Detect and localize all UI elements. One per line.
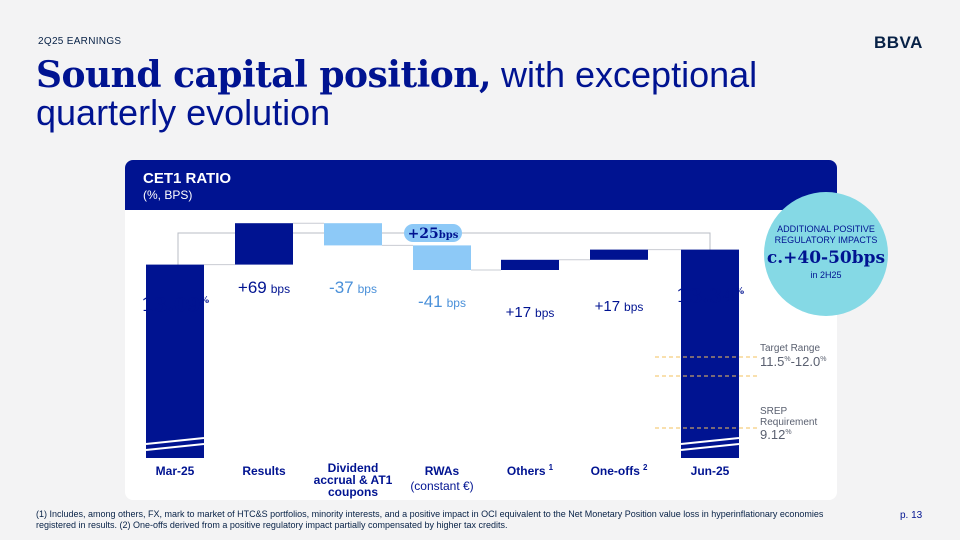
start-value-label: 13.09%: [141, 294, 210, 316]
axis-break-0-6: [145, 443, 205, 451]
category-dividend-1: Dividend: [328, 461, 379, 475]
srep-title-1: SREP: [760, 406, 788, 417]
step-label-dividend: -37 bps: [329, 278, 377, 297]
footnote: (1) Includes, among others, FX, mark to …: [36, 509, 824, 530]
step-label-rwas: -41 bps: [418, 292, 466, 311]
svg-text:+25bps: +25bps: [408, 226, 459, 242]
bubble-line1: ADDITIONAL POSITIVE REGULATORY IMPACTS: [774, 224, 878, 245]
category-results: Results: [242, 464, 286, 478]
bracket: +25bps: [177, 224, 714, 275]
bar-step-1: [235, 223, 293, 265]
axis-break-1-6: [680, 443, 740, 451]
srep-value: 9.12%: [760, 427, 792, 442]
category-rwas: RWAs: [425, 464, 460, 478]
title-rest: with exceptional quarterly evolution: [36, 54, 758, 133]
category-others: Others 1: [507, 463, 554, 478]
bar-step-2: [324, 223, 382, 246]
category-rwas-sub: (constant €): [410, 479, 473, 493]
target-range-value: 11.5%-12.0%: [760, 354, 826, 369]
step-label-oneoffs: +17 bps: [595, 298, 644, 315]
bracket-pill: [404, 224, 462, 242]
category-labels: Mar-25 Results Dividend accrual & AT1 co…: [156, 461, 730, 499]
page-number: p. 13: [900, 510, 923, 521]
bar-step-3: [413, 245, 471, 270]
connectors-group: [204, 222, 681, 271]
end-value-label: 13.34%: [676, 285, 745, 307]
bubble-line3: in 2H25: [810, 270, 842, 280]
title-bold: Sound capital position,: [36, 54, 491, 96]
chart-panel-header: [125, 160, 837, 210]
bar-mar25: [146, 264, 204, 458]
srep-title-2: Requirement: [760, 417, 817, 428]
value-labels: 13.09% 13.34% +69 bps -37 bps -41 bps +17 bp…: [141, 278, 745, 321]
chart-title: CET1 RATIO: [143, 170, 232, 187]
page-title: Sound capital position, with exceptional…: [36, 56, 896, 132]
threshold-labels: Target Range 11.5%-12.0% SREP Requiremen…: [760, 343, 826, 442]
category-jun25: Jun-25: [691, 464, 730, 478]
step-label-others: +17 bps: [506, 304, 555, 321]
reference-lines: [655, 356, 757, 429]
category-dividend-2: accrual & AT1: [314, 473, 393, 487]
target-range-title: Target Range: [760, 343, 820, 354]
bracket-unit: bps: [439, 230, 459, 241]
step-label-results: +69 bps: [238, 278, 290, 297]
regulatory-impacts-bubble: ADDITIONAL POSITIVE REGULATORY IMPACTS c…: [764, 192, 888, 316]
bars-group: [145, 223, 740, 458]
chart-subtitle: (%, BPS): [143, 188, 193, 202]
axis-break-0-0: [145, 437, 205, 445]
category-oneoffs: One-offs 2: [591, 463, 648, 478]
bar-jun25: [681, 249, 739, 458]
axis-break-1-0: [680, 437, 740, 445]
category-mar25: Mar-25: [156, 464, 195, 478]
bar-step-5: [590, 249, 648, 260]
category-dividend-3: coupons: [328, 485, 378, 499]
bar-step-4: [501, 259, 559, 270]
bracket-value: +25: [408, 226, 439, 242]
bbva-logo: BBVA: [874, 33, 923, 52]
bubble-value: c.+40-50bps: [766, 248, 886, 268]
section-eyebrow: 2Q25 EARNINGS: [38, 36, 122, 47]
